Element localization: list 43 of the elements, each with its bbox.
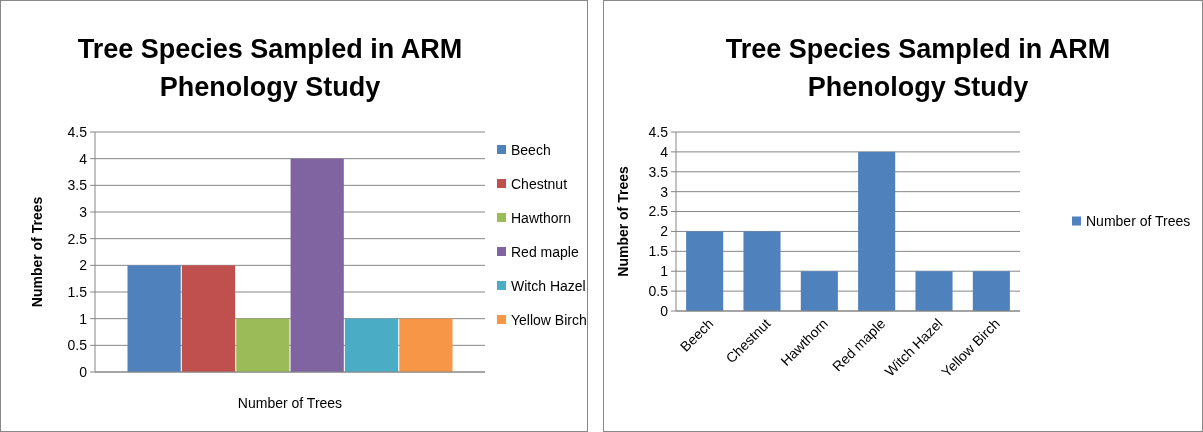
y-tick-label: 0.5: [67, 337, 88, 354]
y-tick-label: 2: [660, 223, 669, 240]
x-axis-title: Number of Trees: [237, 395, 343, 411]
legend-label: Chestnut: [511, 175, 568, 192]
bar: [290, 158, 344, 372]
bar: [800, 271, 838, 311]
y-tick-label: 1: [660, 263, 669, 280]
y-axis-title: Number of Trees: [29, 196, 45, 308]
y-tick-label: 0.5: [648, 283, 669, 300]
chart-title: Tree Species Sampled in ARM Phenology Study: [725, 34, 1111, 102]
y-tick-label: 1: [79, 310, 88, 327]
y-axis-title: Number of Trees: [615, 166, 631, 277]
bar: [743, 231, 781, 311]
legend-label: Red maple: [511, 243, 579, 260]
y-tick-label: 3: [660, 183, 669, 200]
y-tick-label: 2.5: [648, 203, 669, 220]
y-tick-label: 0: [79, 363, 88, 380]
legend-label: Beech: [511, 141, 551, 158]
y-tick-label: 4: [79, 150, 88, 167]
y-tick-label: 3: [79, 203, 88, 220]
y-tick-label: 0: [660, 302, 669, 319]
bar: [686, 231, 724, 311]
y-tick-label: 3.5: [648, 163, 669, 180]
y-tick-label: 4.5: [67, 123, 88, 140]
bar: [399, 318, 453, 372]
bar: [127, 265, 181, 372]
bar: [344, 318, 399, 372]
y-tick-label: 4: [660, 143, 669, 160]
y-tick-label: 1.5: [67, 283, 88, 300]
bar: [915, 271, 953, 311]
chart-title: Tree Species Sampled in ARM Phenology Study: [77, 34, 463, 102]
y-tick-label: 4.5: [648, 123, 669, 140]
bar: [181, 265, 236, 372]
y-tick-label: 1.5: [648, 243, 669, 260]
y-tick-label: 3.5: [67, 177, 88, 194]
bar: [858, 151, 896, 311]
legend-label: Number of Trees: [1086, 213, 1191, 230]
bar: [236, 318, 290, 372]
legend-label: Hawthorn: [511, 209, 571, 226]
y-tick-label: 2: [79, 257, 88, 274]
bar: [972, 271, 1010, 311]
y-tick-label: 2.5: [67, 230, 88, 247]
legend-label: Witch Hazel: [511, 277, 586, 294]
